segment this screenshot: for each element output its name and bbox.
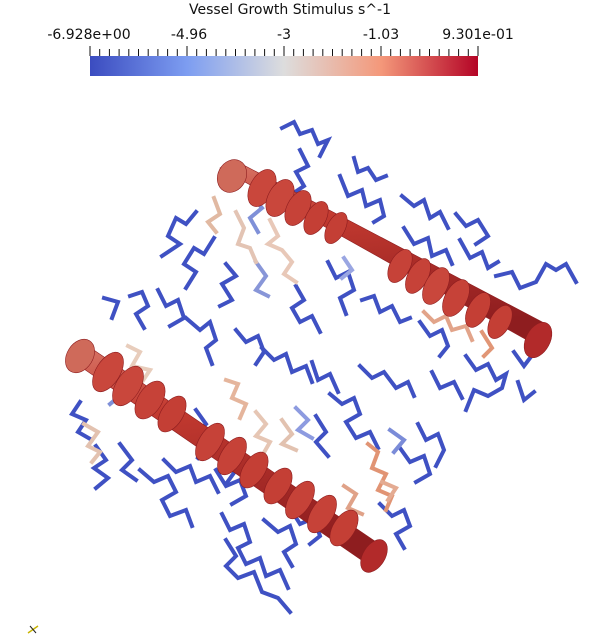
orientation-axes-icon [27,625,39,634]
colorbar-tick-4: -1.03 [362,27,400,43]
colorbar-tick-2: -4.96 [170,27,208,43]
colorbar-tick-max: 9.301e-01 [442,27,514,43]
colorbar-tick-3: -3 [277,27,291,43]
colorbar-tick-min: -6.928e+00 [47,27,131,43]
colorbar [90,56,478,76]
colorbar-ticks [89,46,479,56]
colorbar-title: Vessel Growth Stimulus s^-1 [188,2,392,18]
